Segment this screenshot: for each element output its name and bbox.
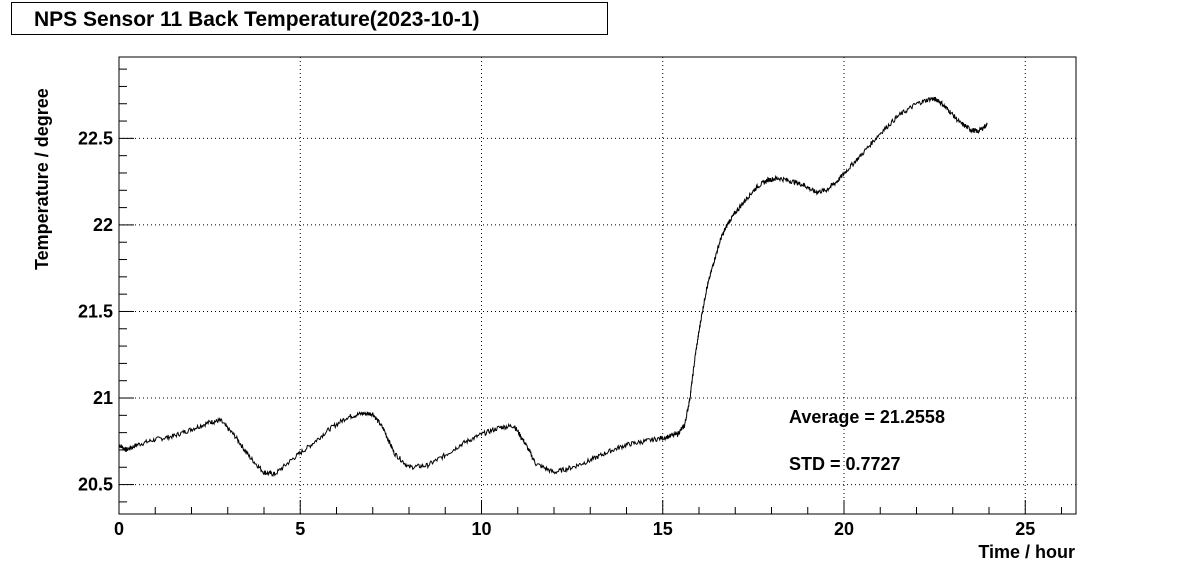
x-tick-label: 5 bbox=[295, 519, 305, 539]
y-axis-label: Temperature / degree bbox=[32, 88, 52, 270]
x-axis-label: Time / hour bbox=[978, 542, 1075, 562]
grid bbox=[119, 57, 1076, 514]
x-tick-label: 25 bbox=[1015, 519, 1035, 539]
tick-labels: 0 5 10 15 20 25 20.5 21 21.5 22 22.5 bbox=[78, 128, 1035, 539]
axis-ticks bbox=[118, 68, 1062, 514]
x-tick-label: 0 bbox=[114, 519, 124, 539]
y-tick-label: 22 bbox=[93, 215, 113, 235]
y-tick-label: 20.5 bbox=[78, 475, 113, 495]
y-tick-label: 21 bbox=[93, 388, 113, 408]
chart-title-box: NPS Sensor 11 Back Temperature(2023-10-1… bbox=[11, 2, 608, 35]
x-tick-label: 20 bbox=[834, 519, 854, 539]
std-annotation: STD = 0.7727 bbox=[789, 454, 901, 474]
x-tick-label: 10 bbox=[471, 519, 491, 539]
average-annotation: Average = 21.2558 bbox=[789, 407, 945, 427]
x-tick-label: 15 bbox=[653, 519, 673, 539]
series-line bbox=[118, 96, 988, 477]
y-tick-label: 22.5 bbox=[78, 128, 113, 148]
chart-title: NPS Sensor 11 Back Temperature(2023-10-1… bbox=[34, 8, 480, 31]
plot-frame bbox=[118, 56, 1077, 515]
y-tick-label: 21.5 bbox=[78, 301, 113, 321]
